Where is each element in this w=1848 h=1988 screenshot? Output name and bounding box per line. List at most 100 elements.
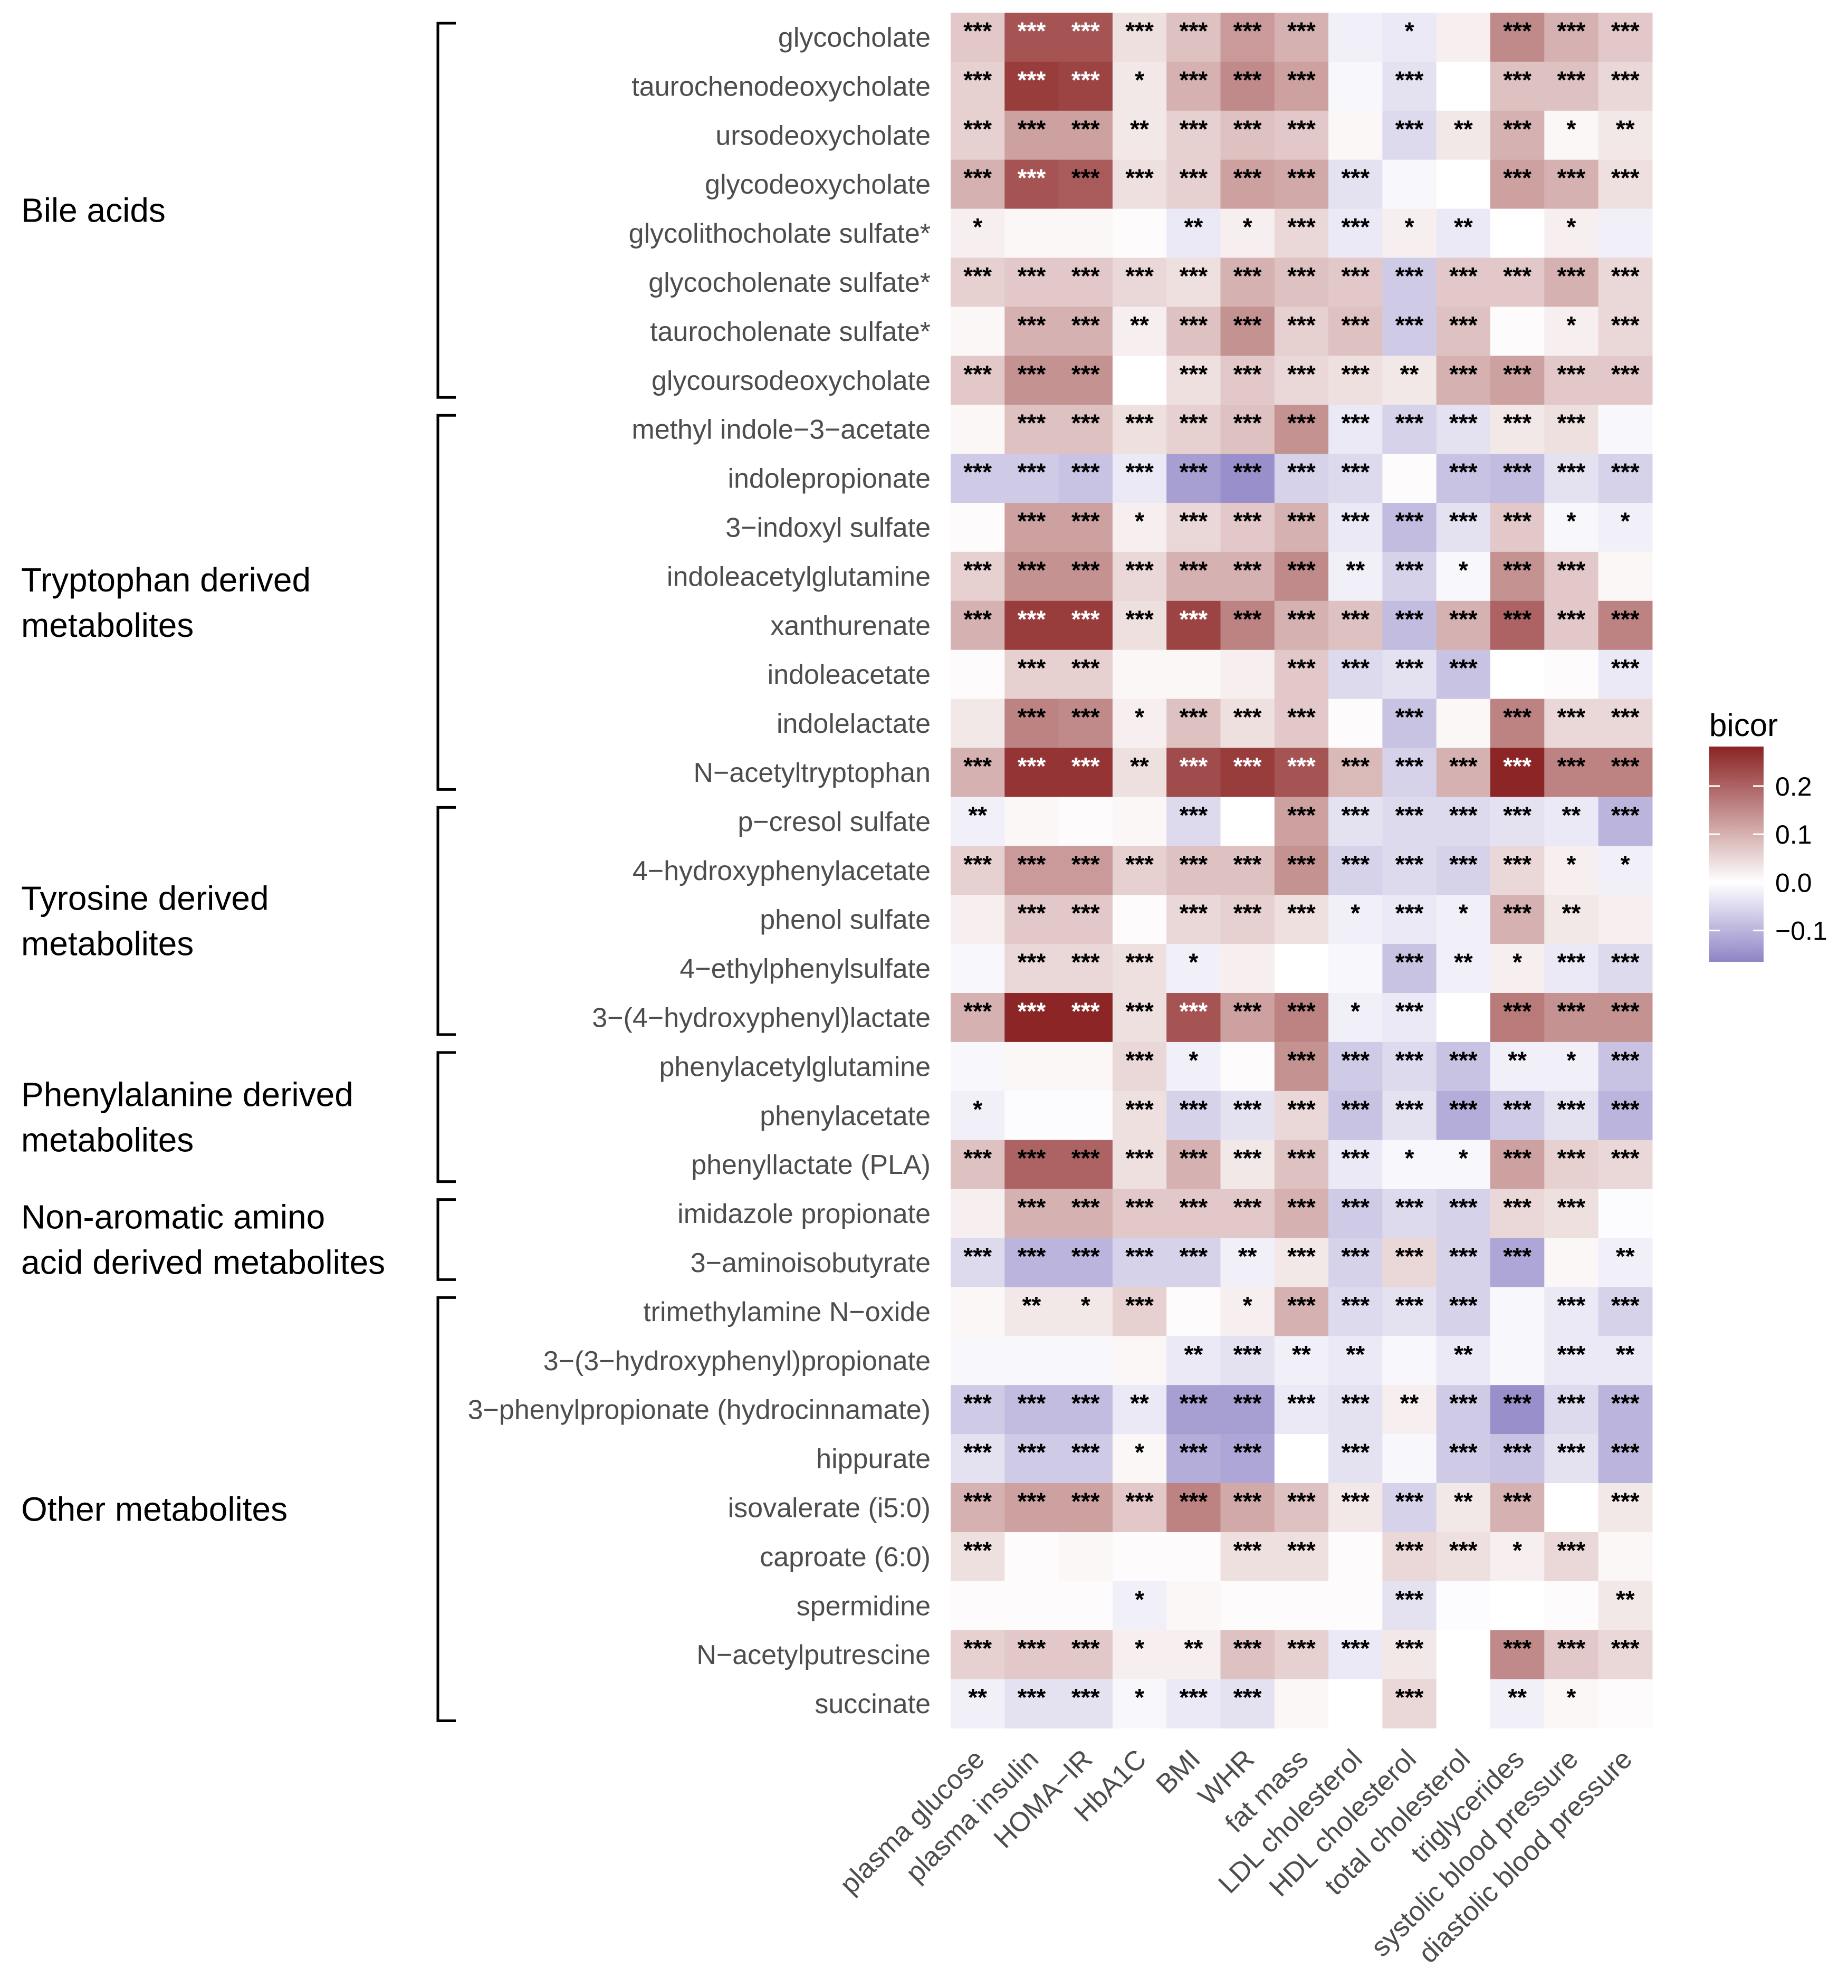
heatmap-cell xyxy=(951,1287,1005,1336)
significance-star: *** xyxy=(963,850,992,878)
heatmap-cell xyxy=(1004,503,1059,552)
heatmap-cell xyxy=(1382,1434,1437,1484)
significance-star: *** xyxy=(1125,1046,1154,1074)
heatmap-cell xyxy=(1598,110,1653,160)
significance-star: *** xyxy=(1018,752,1046,780)
significance-star: *** xyxy=(1179,17,1208,44)
heatmap-cell xyxy=(1544,1434,1599,1484)
significance-star: *** xyxy=(1287,1095,1316,1123)
row-label: indoleacetate xyxy=(768,660,931,690)
heatmap-cell xyxy=(1328,699,1383,749)
heatmap-cell xyxy=(951,110,1005,160)
significance-star: *** xyxy=(963,997,992,1025)
heatmap-cell xyxy=(951,1679,1005,1729)
heatmap-cell xyxy=(1112,748,1167,797)
heatmap-cell xyxy=(951,1532,1005,1582)
heatmap-cell xyxy=(951,1336,1005,1385)
significance-star: *** xyxy=(1071,703,1100,731)
heatmap-cell xyxy=(1004,1287,1059,1336)
significance-star: *** xyxy=(1557,1144,1586,1172)
significance-star: *** xyxy=(1233,1095,1262,1123)
significance-star: * xyxy=(1621,850,1630,878)
heatmap-cell xyxy=(1382,110,1437,160)
heatmap-cell xyxy=(1598,159,1653,209)
heatmap-cell xyxy=(951,797,1005,846)
significance-star: *** xyxy=(1557,409,1586,437)
heatmap-cell xyxy=(1274,797,1329,846)
heatmap-cell xyxy=(1166,1679,1221,1729)
heatmap-cell xyxy=(1004,551,1059,601)
significance-star: *** xyxy=(1287,1487,1316,1515)
group-bracket xyxy=(436,414,456,791)
heatmap-cell xyxy=(1382,1336,1437,1385)
heatmap-cell xyxy=(1490,454,1545,503)
significance-star: *** xyxy=(1287,703,1316,731)
significance-star: *** xyxy=(1611,311,1640,339)
heatmap-cell xyxy=(1004,944,1059,993)
row-label: phenylacetate xyxy=(760,1101,931,1131)
significance-star: *** xyxy=(1611,605,1640,633)
heatmap-cell xyxy=(1166,1532,1221,1582)
significance-star: * xyxy=(1566,213,1576,241)
heatmap-cell xyxy=(1274,159,1329,209)
significance-star: *** xyxy=(1018,66,1046,93)
significance-star: *** xyxy=(1341,213,1370,241)
heatmap-cell xyxy=(1166,159,1221,209)
significance-star: *** xyxy=(1341,654,1370,682)
heatmap-cell xyxy=(1166,846,1221,895)
significance-star: *** xyxy=(1125,850,1154,878)
heatmap-cell xyxy=(1220,1385,1275,1435)
heatmap-cell xyxy=(1004,159,1059,209)
heatmap-cell xyxy=(1490,649,1545,700)
significance-star: *** xyxy=(1395,900,1424,927)
significance-star: * xyxy=(1512,949,1522,976)
heatmap-cell xyxy=(1598,1434,1653,1484)
heatmap-cell xyxy=(1004,600,1059,651)
heatmap-cell xyxy=(1544,405,1599,454)
heatmap-cell xyxy=(1490,895,1545,944)
significance-star: *** xyxy=(963,1144,992,1172)
heatmap-cell xyxy=(1382,1140,1437,1190)
heatmap-cell xyxy=(1598,307,1653,356)
heatmap-cell xyxy=(1058,1140,1113,1190)
heatmap-cell xyxy=(1598,649,1653,700)
significance-star: *** xyxy=(1233,1536,1262,1564)
heatmap-cell xyxy=(1490,1385,1545,1435)
significance-star: *** xyxy=(1233,1193,1262,1221)
heatmap-cell xyxy=(1112,257,1167,307)
significance-star: *** xyxy=(963,458,992,486)
significance-star: *** xyxy=(1341,262,1370,290)
significance-star: *** xyxy=(1125,409,1154,437)
significance-star: *** xyxy=(1449,752,1478,780)
heatmap-cell xyxy=(1220,1238,1275,1287)
row-label: N−acetylputrescine xyxy=(696,1640,931,1670)
row-label: trimethylamine N−oxide xyxy=(643,1297,931,1327)
heatmap-cell xyxy=(1058,1581,1113,1631)
heatmap-cell xyxy=(1220,551,1275,601)
row-label: glycocholenate sulfate* xyxy=(648,267,931,298)
significance-star: *** xyxy=(1287,507,1316,534)
significance-star: *** xyxy=(1179,801,1208,829)
significance-star: *** xyxy=(1341,850,1370,878)
heatmap-cell xyxy=(1598,61,1653,111)
heatmap-cell xyxy=(1166,748,1221,797)
heatmap-cell xyxy=(1328,61,1383,111)
significance-star: *** xyxy=(1179,1144,1208,1172)
heatmap-cell xyxy=(951,257,1005,307)
heatmap-cell xyxy=(1220,1287,1275,1336)
heatmap-cell xyxy=(1436,1434,1491,1484)
significance-star: *** xyxy=(1125,1095,1154,1123)
significance-star: *** xyxy=(1071,949,1100,976)
heatmap-cell xyxy=(1058,551,1113,601)
significance-star: *** xyxy=(1449,605,1478,633)
significance-star: *** xyxy=(1611,801,1640,829)
significance-star: *** xyxy=(1395,262,1424,290)
heatmap-cell xyxy=(1004,649,1059,700)
significance-star: ** xyxy=(1022,1292,1041,1319)
group-bracket xyxy=(436,806,456,1036)
significance-star: *** xyxy=(1611,262,1640,290)
row-label: N−acetyltryptophan xyxy=(694,758,931,788)
row-label: 3−indoxyl sulfate xyxy=(725,512,931,543)
heatmap-cell xyxy=(1328,356,1383,405)
heatmap-cell xyxy=(1328,1581,1383,1631)
